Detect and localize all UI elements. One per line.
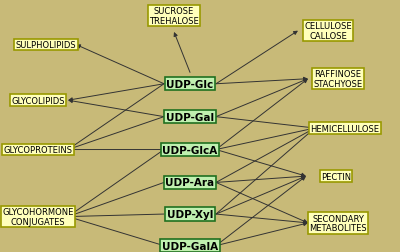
Text: GLYCOPROTEINS: GLYCOPROTEINS <box>4 145 72 154</box>
Text: RAFFINOSE
STACHYOSE: RAFFINOSE STACHYOSE <box>314 70 362 89</box>
Text: UDP-GlcA: UDP-GlcA <box>162 145 218 155</box>
Text: HEMICELLULOSE: HEMICELLULOSE <box>310 124 379 133</box>
Text: CELLULOSE
CALLOSE: CELLULOSE CALLOSE <box>304 22 352 41</box>
Text: SULPHOLIPIDS: SULPHOLIPIDS <box>16 41 76 50</box>
Text: SECONDARY
METABOLITES: SECONDARY METABOLITES <box>309 214 367 232</box>
Text: UDP-Gal: UDP-Gal <box>166 112 214 122</box>
Text: UDP-Xyl: UDP-Xyl <box>167 209 213 219</box>
Text: UDP-GalA: UDP-GalA <box>162 241 218 251</box>
Text: GLYCOLIPIDS: GLYCOLIPIDS <box>11 96 65 105</box>
Text: SUCROSE
TREHALOSE: SUCROSE TREHALOSE <box>149 7 199 26</box>
Text: GLYCOHORMONE
CONJUGATES: GLYCOHORMONE CONJUGATES <box>2 207 74 226</box>
Text: UDP-Ara: UDP-Ara <box>166 178 214 188</box>
Text: UDP-Glc: UDP-Glc <box>166 79 214 89</box>
Text: PECTIN: PECTIN <box>321 172 351 181</box>
